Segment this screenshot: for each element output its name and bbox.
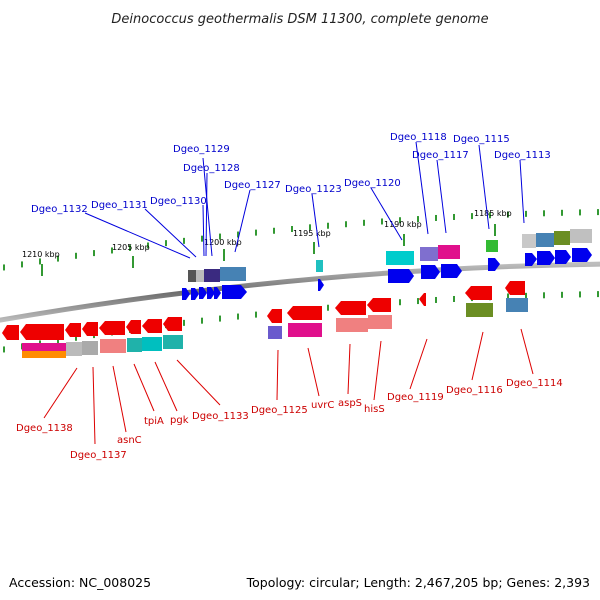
reverse-genes xyxy=(2,281,525,340)
label-dgeo-1125[interactable]: Dgeo_1125 xyxy=(251,405,308,416)
label-pgk[interactable]: pgk xyxy=(170,415,189,426)
genome-summary-text: Topology: circular; Length: 2,467,205 bp… xyxy=(246,575,590,590)
label-tpia[interactable]: tpiA xyxy=(144,416,164,427)
scale-label-1185: 1185 kbp xyxy=(474,209,512,218)
label-asps[interactable]: aspS xyxy=(338,398,362,409)
gene-arrow-rev[interactable] xyxy=(142,319,162,333)
gene-arrow-rev[interactable] xyxy=(65,323,81,337)
gene-arrow-fwd[interactable] xyxy=(191,288,199,300)
label-asnc[interactable]: asnC xyxy=(117,435,142,446)
gene-arrow-rev[interactable] xyxy=(82,322,98,336)
gene-arrow-fwd[interactable] xyxy=(388,269,414,283)
map-title: Deinococcus geothermalis DSM 11300, comp… xyxy=(111,12,488,27)
scale-label-1190: 1190 kbp xyxy=(384,220,422,229)
label-dgeo-1138[interactable]: Dgeo_1138 xyxy=(16,423,73,434)
gene-arrow-fwd[interactable] xyxy=(572,248,592,262)
gene-arrow-rev[interactable] xyxy=(99,321,125,335)
label-dgeo-1137[interactable]: Dgeo_1137 xyxy=(70,450,127,461)
gene-arrow-fwd[interactable] xyxy=(555,250,571,264)
label-dgeo-1123[interactable]: Dgeo_1123 xyxy=(285,184,342,195)
gene-arrow-fwd[interactable] xyxy=(318,279,324,291)
label-uvrc[interactable]: uvrC xyxy=(311,400,334,411)
scale-labels: 1210 kbp 1205 kbp 1200 kbp 1195 kbp 1190… xyxy=(22,209,512,259)
label-dgeo-1133[interactable]: Dgeo_1133 xyxy=(192,411,249,422)
label-dgeo-1127[interactable]: Dgeo_1127 xyxy=(224,180,281,191)
gene-arrow-rev[interactable] xyxy=(367,298,391,312)
bottom-labels: Dgeo_1138 Dgeo_1137 asnC tpiA pgk Dgeo_1… xyxy=(16,378,563,461)
label-dgeo-1117[interactable]: Dgeo_1117 xyxy=(412,150,469,161)
label-dgeo-1119[interactable]: Dgeo_1119 xyxy=(387,392,444,403)
scale-label-1195: 1195 kbp xyxy=(293,229,331,238)
label-dgeo-1114[interactable]: Dgeo_1114 xyxy=(506,378,563,389)
label-leaders-top xyxy=(84,141,525,259)
scale-label-1210: 1210 kbp xyxy=(22,250,60,259)
gene-arrow-fwd[interactable] xyxy=(525,253,537,266)
label-leaders-bottom xyxy=(43,328,534,445)
gene-arrow-rev[interactable] xyxy=(465,286,492,300)
gene-arrow-fwd[interactable] xyxy=(441,264,462,278)
gene-arrow-fwd[interactable] xyxy=(199,287,207,299)
label-dgeo-1116[interactable]: Dgeo_1116 xyxy=(446,385,503,396)
reverse-cog-blocks xyxy=(22,298,528,358)
label-dgeo-1113[interactable]: Dgeo_1113 xyxy=(494,150,551,161)
gene-arrow-fwd[interactable] xyxy=(207,287,215,299)
gene-arrow-rev[interactable] xyxy=(335,301,366,315)
scale-label-1205: 1205 kbp xyxy=(112,243,150,252)
gene-arrow-fwd[interactable] xyxy=(214,287,221,299)
gene-arrow-fwd[interactable] xyxy=(488,258,500,271)
label-hiss[interactable]: hisS xyxy=(364,404,385,415)
gene-arrow-rev[interactable] xyxy=(2,325,19,340)
label-dgeo-1132[interactable]: Dgeo_1132 xyxy=(31,204,88,215)
scale-label-1200: 1200 kbp xyxy=(204,238,242,247)
gene-arrow-rev[interactable] xyxy=(267,309,282,323)
chromosome-backbone xyxy=(0,261,600,323)
gene-arrow-rev[interactable] xyxy=(126,320,141,334)
gene-arrow-fwd[interactable] xyxy=(537,251,555,265)
top-labels: Dgeo_1129 Dgeo_1128 Dgeo_1127 Dgeo_1132 … xyxy=(31,132,551,215)
gene-arrow-rev[interactable] xyxy=(163,317,182,331)
forward-cog-blocks xyxy=(188,229,592,282)
label-dgeo-1131[interactable]: Dgeo_1131 xyxy=(91,200,148,211)
label-dgeo-1120[interactable]: Dgeo_1120 xyxy=(344,178,401,189)
gene-arrow-rev[interactable] xyxy=(419,293,426,306)
gene-arrow-rev[interactable] xyxy=(20,324,64,340)
gene-arrow-fwd[interactable] xyxy=(222,285,247,299)
label-dgeo-1129[interactable]: Dgeo_1129 xyxy=(173,144,230,155)
label-dgeo-1118[interactable]: Dgeo_1118 xyxy=(390,132,447,143)
forward-genes xyxy=(182,248,592,300)
gene-arrow-fwd[interactable] xyxy=(182,288,190,300)
label-dgeo-1130[interactable]: Dgeo_1130 xyxy=(150,196,207,207)
label-dgeo-1128[interactable]: Dgeo_1128 xyxy=(183,163,240,174)
accession-text: Accession: NC_008025 xyxy=(9,575,151,590)
gene-arrow-rev[interactable] xyxy=(287,306,322,320)
gene-arrow-rev[interactable] xyxy=(505,281,525,295)
gene-arrow-fwd[interactable] xyxy=(421,265,440,279)
label-dgeo-1115[interactable]: Dgeo_1115 xyxy=(453,134,510,145)
